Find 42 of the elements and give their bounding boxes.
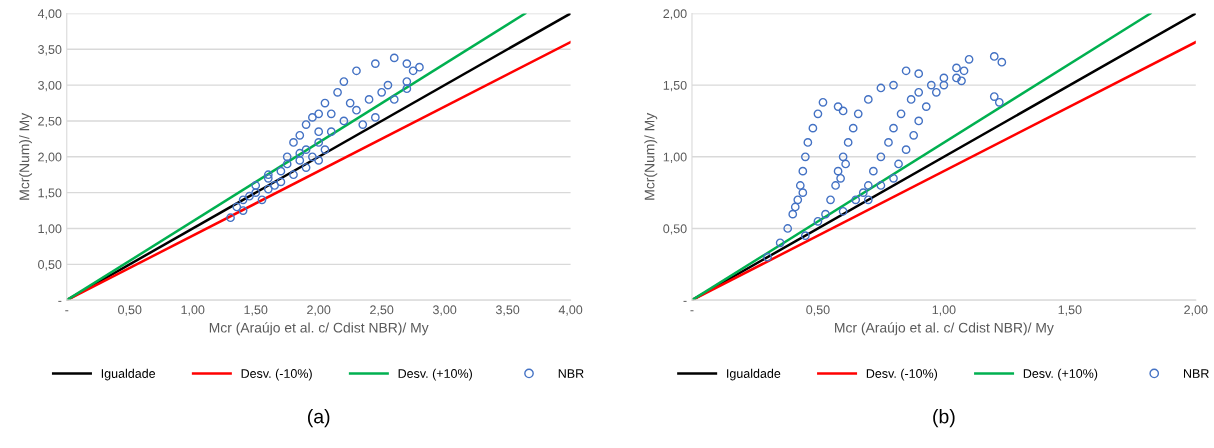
y-tick-label: 1,50 [663, 80, 687, 92]
x-tick-label: - [65, 310, 69, 312]
x-tick-label: 0,50 [118, 305, 142, 316]
x-tick-label: 2,00 [307, 305, 331, 316]
x-tick-label: 2,50 [370, 305, 394, 316]
y-tick-label: 0,50 [38, 260, 62, 271]
legend-label: Desv. (-10%) [866, 368, 938, 381]
y-tick-label: 2,00 [663, 9, 687, 20]
y-tick-label: - [683, 300, 687, 302]
x-axis-title: Mcr (Araújo et al. c/ Cdist NBR)/ My [835, 322, 1054, 336]
legend-label: NBR [558, 369, 584, 378]
legend-label: NBR [1183, 369, 1209, 378]
legend-label: Desv. (+10%) [1023, 368, 1098, 381]
legend-label: Igualdade [727, 368, 781, 381]
y-tick-label: 3,50 [38, 45, 62, 56]
y-tick-label: 4,00 [37, 9, 62, 20]
x-tick-label: - [690, 310, 694, 312]
text: (a) [308, 409, 330, 428]
x-tick-label: 2,00 [1184, 305, 1208, 316]
x-tick-label: 3,00 [432, 305, 457, 316]
x-tick-label: 1,50 [1058, 305, 1082, 316]
text: (b) [933, 409, 955, 428]
x-tick-label: 1,50 [244, 305, 268, 316]
y-tick-label: 2,00 [38, 152, 62, 163]
x-tick-label: 3,50 [495, 305, 520, 316]
y-tick-label: 1,00 [663, 152, 687, 163]
x-axis-title: Mcr (Araújo et al. c/ Cdist NBR)/ My [209, 322, 429, 336]
x-tick-label: 4,00 [558, 305, 583, 316]
y-tick-label: 1,50 [38, 188, 62, 199]
y-tick-label: 1,00 [38, 224, 62, 235]
legend-label: Desv. (+10%) [398, 368, 472, 381]
x-tick-label: 0,50 [806, 305, 830, 316]
y-tick-label: 3,00 [38, 80, 62, 92]
y-axis-title: Mcr(Num)/ My [19, 112, 33, 200]
x-tick-label: 1,00 [932, 305, 956, 316]
legend-label: Desv. (-10%) [241, 368, 312, 381]
y-tick-label: 2,50 [38, 116, 62, 128]
y-tick-label: - [58, 300, 62, 302]
y-axis-title: Mcr(Num)/ My [644, 112, 658, 200]
x-tick-label: 1,00 [181, 305, 205, 316]
legend-label: Igualdade [101, 368, 156, 381]
y-tick-label: 0,50 [663, 224, 687, 235]
